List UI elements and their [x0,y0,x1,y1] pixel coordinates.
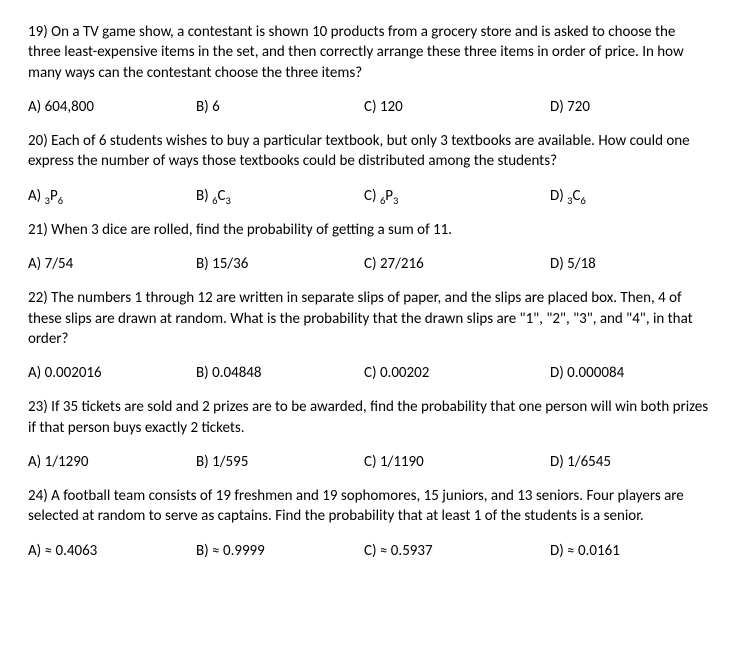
question-text: 23) If 35 tickets are sold and 2 prizes … [28,397,711,438]
question-body: A football team consists of 19 freshmen … [28,487,684,525]
question-options: A) 1/1290 B) 1/595 C) 1/1190 D) 1/6545 [28,452,711,472]
question-text: 22) The numbers 1 through 12 are written… [28,288,711,349]
option-d: D) 720 [550,97,590,117]
question-number: 19) [28,23,48,41]
option-d: D) 3C6 [550,186,586,206]
option-c: C) 0.00202 [364,363,550,383]
question-body: On a TV game show, a contestant is shown… [28,23,684,82]
option-d: D) ≈ 0.0161 [550,541,620,561]
option-a: A) 1/1290 [28,452,196,472]
option-d: D) 1/6545 [550,452,611,472]
option-a: A) 3P6 [28,186,196,206]
question-body: Each of 6 students wishes to buy a parti… [28,132,690,170]
option-b: B) 0.04848 [196,363,364,383]
question-23: 23) If 35 tickets are sold and 2 prizes … [28,397,711,472]
option-d: D) 5/18 [550,254,596,274]
question-text: 21) When 3 dice are rolled, find the pro… [28,220,711,240]
question-options: A) 0.002016 B) 0.04848 C) 0.00202 D) 0.0… [28,363,711,383]
question-body: The numbers 1 through 12 are written in … [28,289,693,348]
question-19: 19) On a TV game show, a contestant is s… [28,22,711,117]
question-number: 20) [28,132,48,150]
option-b: B) 6C3 [196,186,364,206]
question-options: A) 604,800 B) 6 C) 120 D) 720 [28,97,711,117]
option-a: A) 604,800 [28,97,196,117]
question-options: A) ≈ 0.4063 B) ≈ 0.9999 C) ≈ 0.5937 D) ≈… [28,541,711,561]
question-22: 22) The numbers 1 through 12 are written… [28,288,711,383]
option-c: C) 1/1190 [364,452,550,472]
option-a: A) 0.002016 [28,363,196,383]
question-number: 24) [28,487,48,505]
option-a: A) 7/54 [28,254,196,274]
question-21: 21) When 3 dice are rolled, find the pro… [28,220,711,275]
option-b: B) ≈ 0.9999 [196,541,364,561]
question-text: 19) On a TV game show, a contestant is s… [28,22,711,83]
option-c: C) 120 [364,97,550,117]
question-body: If 35 tickets are sold and 2 prizes are … [28,398,708,436]
option-b: B) 1/595 [196,452,364,472]
question-text: 20) Each of 6 students wishes to buy a p… [28,131,711,172]
question-number: 22) [28,289,48,307]
question-options: A) 3P6 B) 6C3 C) 6P3 D) 3C6 [28,186,711,206]
option-c: C) ≈ 0.5937 [364,541,550,561]
option-c: C) 6P3 [364,186,550,206]
option-c: C) 27/216 [364,254,550,274]
option-d: D) 0.000084 [550,363,624,383]
question-number: 21) [28,221,48,239]
question-24: 24) A football team consists of 19 fresh… [28,486,711,561]
question-20: 20) Each of 6 students wishes to buy a p… [28,131,711,206]
question-text: 24) A football team consists of 19 fresh… [28,486,711,527]
question-number: 23) [28,398,48,416]
option-b: B) 15/36 [196,254,364,274]
option-b: B) 6 [196,97,364,117]
option-a: A) ≈ 0.4063 [28,541,196,561]
question-body: When 3 dice are rolled, find the probabi… [51,221,452,239]
question-options: A) 7/54 B) 15/36 C) 27/216 D) 5/18 [28,254,711,274]
